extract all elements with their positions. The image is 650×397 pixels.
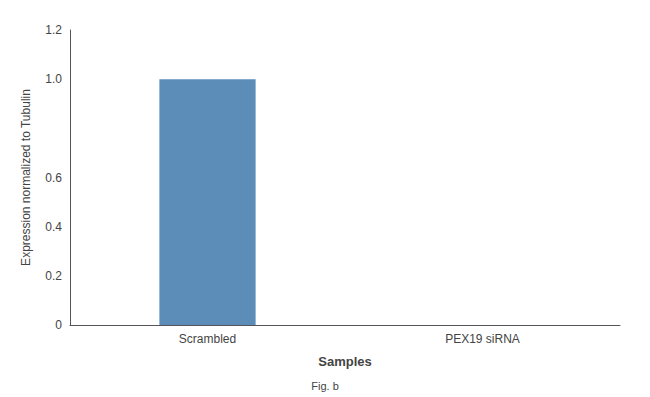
svg-text:Fig. b: Fig. b (311, 380, 339, 392)
svg-text:0: 0 (55, 318, 62, 332)
svg-text:Scrambled: Scrambled (179, 332, 236, 346)
svg-text:0.6: 0.6 (45, 171, 62, 185)
svg-text:1.0: 1.0 (45, 72, 62, 86)
svg-text:0.4: 0.4 (45, 220, 62, 234)
svg-text:1.2: 1.2 (45, 23, 62, 37)
svg-text:Samples: Samples (318, 354, 371, 369)
svg-text:0.2: 0.2 (45, 269, 62, 283)
svg-text:Expression normalized to Tubul: Expression normalized to Tubulin (19, 89, 33, 266)
svg-text:PEX19 siRNA: PEX19 siRNA (445, 332, 520, 346)
